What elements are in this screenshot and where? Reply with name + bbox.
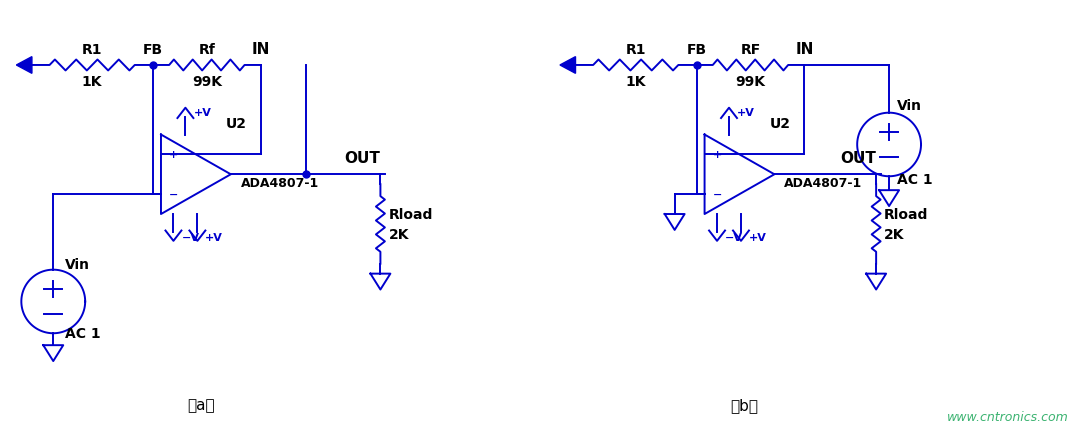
Text: 1K: 1K (82, 75, 103, 89)
Text: IN: IN (795, 42, 813, 57)
Polygon shape (16, 57, 32, 74)
Text: ADA4807-1: ADA4807-1 (241, 176, 319, 189)
Polygon shape (559, 57, 576, 74)
Text: +: + (168, 150, 178, 160)
Text: OUT: OUT (840, 151, 876, 166)
Text: （b）: （b） (730, 398, 758, 412)
Text: 99K: 99K (192, 75, 221, 89)
Text: AC 1: AC 1 (65, 326, 100, 340)
Text: 99K: 99K (735, 75, 766, 89)
Text: RF: RF (740, 43, 760, 57)
Text: +V: +V (737, 108, 755, 118)
Text: +V: +V (748, 232, 767, 242)
Text: U2: U2 (226, 116, 247, 130)
Text: +V: +V (193, 108, 212, 118)
Text: Vin: Vin (897, 99, 922, 112)
Text: −V: −V (181, 232, 200, 242)
Text: 2K: 2K (885, 227, 905, 241)
Text: ADA4807-1: ADA4807-1 (784, 176, 863, 189)
Text: Rload: Rload (389, 207, 433, 221)
Text: 2K: 2K (389, 227, 409, 241)
Text: IN: IN (252, 42, 270, 57)
Text: Rf: Rf (199, 43, 215, 57)
Text: Vin: Vin (65, 257, 91, 271)
Text: −V: −V (725, 232, 743, 242)
Text: OUT: OUT (345, 151, 380, 166)
Text: −: − (168, 190, 178, 200)
Text: （a）: （a） (187, 398, 215, 412)
Text: +V: +V (205, 232, 224, 242)
Text: −: − (713, 190, 721, 200)
Text: Rload: Rload (885, 207, 929, 221)
Text: R1: R1 (82, 43, 103, 57)
Text: FB: FB (687, 43, 706, 57)
Text: 1K: 1K (625, 75, 646, 89)
Text: www.cntronics.com: www.cntronics.com (947, 410, 1068, 423)
Text: U2: U2 (769, 116, 791, 130)
Text: FB: FB (143, 43, 163, 57)
Text: R1: R1 (625, 43, 646, 57)
Text: AC 1: AC 1 (897, 173, 933, 187)
Text: +: + (713, 150, 721, 160)
